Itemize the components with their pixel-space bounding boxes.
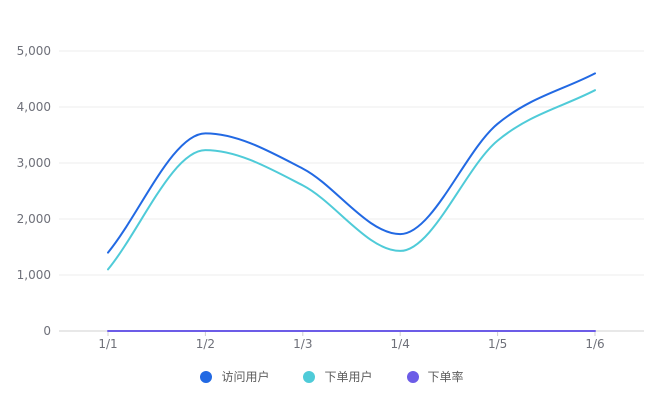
chart-plot-area: 0 1,000 2,000 3,000 4,000 5,000 1/1 1/2 1/3 1/4 1/… [17, 44, 644, 351]
legend-marker-visitors [200, 370, 213, 383]
x-tick-label: 1/4 [391, 337, 410, 351]
legend-label-order-rate: 下单率 [427, 370, 464, 384]
y-tick-label: 5,000 [17, 44, 51, 58]
legend-label-order-users: 下单用户 [324, 370, 373, 384]
series-line-visitors [107, 72, 596, 254]
y-tick-label: 3,000 [17, 156, 51, 170]
y-tick-label: 1,000 [17, 268, 51, 282]
x-tick-label: 1/3 [293, 337, 312, 351]
chart-legend: 访问用户 下单用户 下单率 [0, 368, 664, 385]
series-line-order-users [107, 89, 596, 271]
x-tick-label: 1/6 [585, 337, 604, 351]
legend-marker-order-users [303, 370, 316, 383]
x-tick-label: 1/2 [196, 337, 215, 351]
y-tick-label: 4,000 [17, 100, 51, 114]
legend-item-order-users[interactable]: 下单用户 [303, 368, 373, 385]
y-tick-label: 0 [43, 324, 51, 338]
legend-marker-order-rate [406, 370, 419, 383]
legend-item-visitors[interactable]: 访问用户 [200, 368, 269, 385]
legend-label-visitors: 访问用户 [221, 370, 270, 384]
legend-item-order-rate[interactable]: 下单率 [406, 368, 464, 385]
y-tick-label: 2,000 [17, 212, 51, 226]
x-tick-label: 1/5 [488, 337, 507, 351]
x-tick-label: 1/1 [98, 337, 117, 351]
